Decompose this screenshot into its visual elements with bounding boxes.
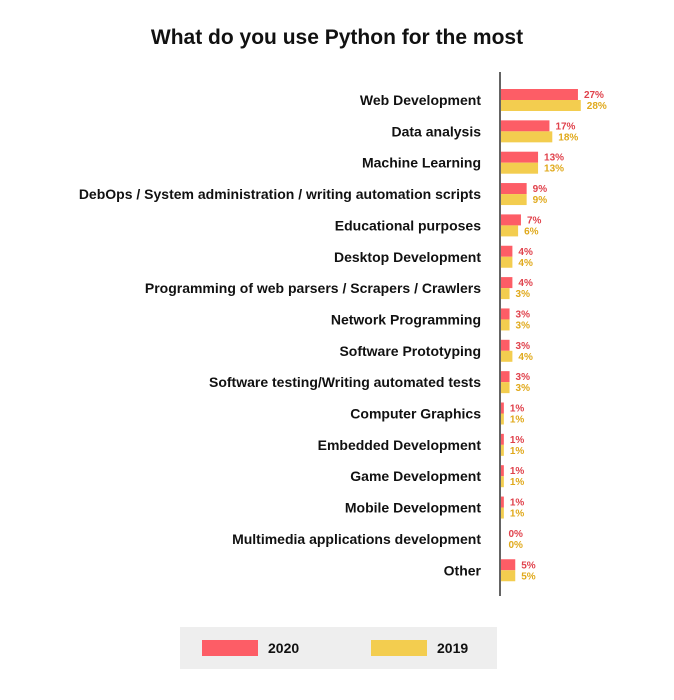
bar-2019: [501, 382, 510, 394]
value-label-2019: 9%: [533, 195, 548, 206]
value-label-2020: 3%: [516, 372, 531, 383]
value-label-2020: 7%: [527, 215, 542, 226]
bar-2019: [501, 225, 519, 237]
bar-2019: [501, 288, 510, 300]
bar-2020: [501, 183, 527, 195]
bar-2020: [501, 214, 521, 226]
bar-2019: [501, 100, 581, 111]
value-label-2019: 4%: [518, 352, 533, 363]
value-label-2020: 0%: [509, 529, 524, 540]
value-label-2020: 13%: [544, 153, 564, 164]
bar-2019: [501, 350, 513, 362]
category-label: Desktop Development: [334, 249, 481, 265]
legend-item-2019: 2019: [371, 639, 468, 657]
category-label: Data analysis: [392, 123, 482, 139]
legend-label-2019: 2019: [437, 640, 469, 656]
category-label: Web Development: [360, 92, 481, 108]
bar-2019: [501, 162, 539, 174]
value-label-2020: 1%: [510, 498, 525, 509]
bar-2020: [501, 308, 510, 320]
bar-2020: [501, 496, 504, 508]
bar-2020: [501, 245, 513, 257]
value-label-2019: 3%: [516, 289, 531, 300]
legend-item-2020: 2020: [202, 639, 299, 657]
value-label-2019: 1%: [510, 446, 525, 457]
category-label: Machine Learning: [362, 155, 481, 171]
value-label-2020: 4%: [518, 247, 533, 258]
value-label-2019: 3%: [516, 383, 531, 394]
value-label-2020: 1%: [510, 435, 525, 446]
bar-2020: [501, 89, 578, 100]
category-label: Software testing/Writing automated tests: [209, 374, 481, 390]
bar-2020: [501, 371, 510, 383]
legend: 2020 2019: [180, 627, 497, 669]
bar-2019: [501, 319, 510, 331]
bar-2019: [501, 256, 513, 268]
value-label-2020: 27%: [584, 90, 604, 101]
value-label-2019: 5%: [521, 571, 536, 582]
bar-2019: [501, 194, 527, 206]
bar-2019: [501, 507, 504, 519]
value-label-2019: 1%: [510, 415, 525, 426]
value-label-2020: 9%: [533, 184, 548, 195]
bar-2020: [501, 277, 513, 289]
legend-swatch-2020: [202, 640, 258, 656]
value-label-2019: 18%: [558, 132, 578, 143]
legend-swatch-2019: [371, 640, 427, 656]
category-label: Computer Graphics: [350, 406, 481, 422]
value-label-2019: 1%: [510, 509, 525, 520]
value-label-2019: 28%: [587, 101, 607, 112]
value-label-2019: 6%: [524, 226, 539, 237]
bar-2020: [501, 120, 550, 132]
value-label-2020: 4%: [518, 278, 533, 289]
bar-2020: [501, 402, 504, 414]
category-label: Multimedia applications development: [232, 531, 481, 547]
category-label: DebOps / System administration / writing…: [79, 186, 481, 202]
bar-chart: Web Development 27%28% Data analysis 17%18%…: [79, 72, 607, 596]
chart-title: What do you use Python for the most: [150, 26, 524, 49]
bar-2020: [501, 339, 510, 351]
category-label: Embedded Development: [318, 437, 482, 453]
category-label: Mobile Development: [345, 500, 481, 516]
value-label-2019: 3%: [516, 320, 531, 331]
category-label: Programming of web parsers / Scrapers / …: [145, 280, 481, 296]
bar-2020: [501, 151, 539, 163]
bar-2019: [501, 476, 504, 488]
bar-2020: [501, 465, 504, 477]
bar-2020: [501, 559, 516, 571]
bar-2019: [501, 413, 504, 425]
category-label: Software Prototyping: [339, 343, 481, 359]
legend-label-2020: 2020: [268, 640, 300, 656]
category-label: Network Programming: [331, 311, 481, 327]
value-label-2020: 17%: [555, 121, 575, 132]
value-label-2019: 0%: [509, 540, 524, 551]
category-label: Other: [444, 562, 482, 578]
bar-2019: [501, 131, 553, 143]
value-label-2020: 5%: [521, 560, 536, 571]
value-label-2020: 3%: [516, 341, 531, 352]
value-label-2019: 13%: [544, 164, 564, 175]
bar-2019: [501, 444, 504, 456]
value-label-2020: 1%: [510, 404, 525, 415]
value-label-2020: 1%: [510, 466, 525, 477]
value-label-2020: 3%: [516, 309, 531, 320]
value-label-2019: 4%: [518, 258, 533, 269]
bar-2019: [501, 570, 516, 582]
category-label: Game Development: [350, 468, 481, 484]
bar-2020: [501, 433, 504, 445]
category-label: Educational purposes: [335, 217, 481, 233]
value-label-2019: 1%: [510, 477, 525, 488]
